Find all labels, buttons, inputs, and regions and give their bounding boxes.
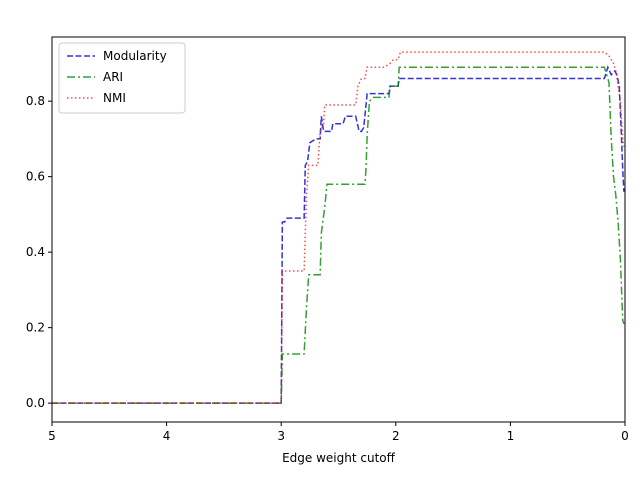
legend-label: ARI [103, 70, 123, 84]
x-tick-label: 5 [48, 429, 56, 443]
plot-area [52, 51, 625, 404]
y-tick-label: 0.4 [26, 245, 45, 259]
legend: Modularity ARI NMI [58, 42, 186, 114]
x-tick-label: 3 [277, 429, 285, 443]
x-tick-label: 1 [507, 429, 515, 443]
y-tick-label: 0.2 [26, 321, 45, 335]
x-tick-label: 2 [392, 429, 400, 443]
x-axis-label: Edge weight cutoff [282, 451, 396, 465]
y-tick-label: 0.0 [26, 396, 45, 410]
legend-label: NMI [103, 91, 126, 105]
series-line-modularity [52, 65, 625, 404]
y-tick-label: 0.6 [26, 170, 45, 184]
y-tick-label: 0.8 [26, 94, 45, 108]
axis-ticks: 5 4 3 2 1 0 0.0 0.2 0.4 0.6 0.8 [26, 94, 629, 443]
x-tick-label: 0 [621, 429, 629, 443]
series-line-ari [52, 66, 625, 404]
x-tick-label: 4 [163, 429, 171, 443]
axes-frame [51, 36, 626, 423]
series-line-nmi [52, 51, 625, 404]
legend-label: Modularity [103, 49, 167, 63]
legend-box [58, 42, 186, 114]
